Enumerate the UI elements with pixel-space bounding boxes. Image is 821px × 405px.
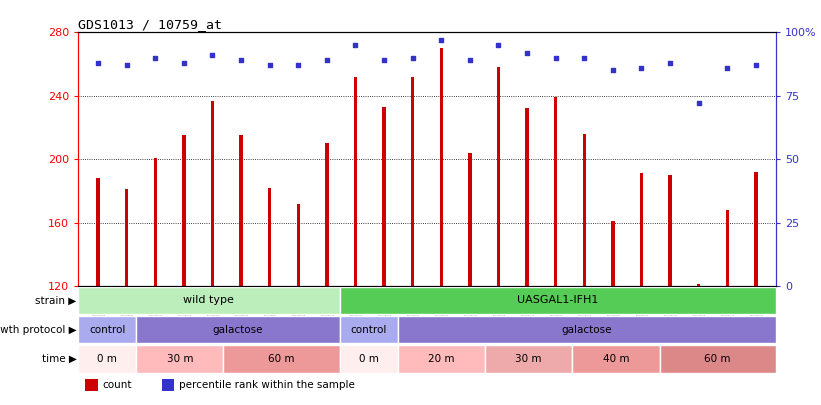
Bar: [125, 189, 128, 286]
Text: strain ▶: strain ▶: [35, 296, 76, 305]
Point: [235, 57, 248, 64]
Point: [635, 65, 648, 71]
Bar: [182, 135, 186, 286]
Text: control: control: [351, 324, 387, 335]
Text: UASGAL1-IFH1: UASGAL1-IFH1: [517, 296, 599, 305]
Bar: [340, 345, 398, 373]
Bar: [583, 134, 586, 286]
Bar: [78, 287, 340, 314]
Point: [750, 62, 763, 68]
Bar: [78, 345, 136, 373]
Bar: [410, 77, 415, 286]
Point: [349, 42, 362, 48]
Bar: [154, 158, 157, 286]
Bar: [697, 284, 700, 286]
Bar: [96, 178, 99, 286]
Bar: [659, 345, 776, 373]
Text: 20 m: 20 m: [429, 354, 455, 364]
Point: [91, 60, 104, 66]
Bar: [383, 107, 386, 286]
Bar: [78, 315, 136, 343]
Point: [463, 57, 476, 64]
Point: [492, 42, 505, 48]
Bar: [554, 97, 557, 286]
Bar: [572, 345, 659, 373]
Text: 0 m: 0 m: [359, 354, 378, 364]
Bar: [640, 173, 643, 286]
Bar: [398, 345, 485, 373]
Text: wild type: wild type: [183, 296, 234, 305]
Point: [320, 57, 333, 64]
Text: 60 m: 60 m: [704, 354, 731, 364]
Bar: [296, 204, 300, 286]
Bar: [136, 315, 340, 343]
Bar: [340, 287, 776, 314]
Bar: [754, 172, 758, 286]
Bar: [525, 109, 529, 286]
Point: [606, 67, 619, 74]
Bar: [468, 153, 471, 286]
Bar: [136, 345, 223, 373]
Point: [521, 49, 534, 56]
Text: percentile rank within the sample: percentile rank within the sample: [179, 380, 355, 390]
Point: [663, 60, 677, 66]
Bar: [223, 345, 340, 373]
Text: galactose: galactose: [213, 324, 264, 335]
Bar: [668, 175, 672, 286]
Text: control: control: [89, 324, 126, 335]
Bar: [485, 345, 572, 373]
Text: growth protocol ▶: growth protocol ▶: [0, 324, 76, 335]
Bar: [162, 379, 174, 391]
Bar: [85, 379, 98, 391]
Text: time ▶: time ▶: [42, 354, 76, 364]
Bar: [497, 67, 500, 286]
Point: [149, 55, 162, 61]
Bar: [268, 188, 271, 286]
Bar: [439, 48, 443, 286]
Point: [177, 60, 190, 66]
Point: [434, 37, 447, 43]
Bar: [611, 221, 615, 286]
Bar: [340, 315, 398, 343]
Point: [206, 52, 219, 58]
Text: 30 m: 30 m: [516, 354, 542, 364]
Point: [291, 62, 305, 68]
Bar: [354, 77, 357, 286]
Text: 0 m: 0 m: [97, 354, 117, 364]
Text: count: count: [103, 380, 132, 390]
Point: [549, 55, 562, 61]
Bar: [211, 100, 214, 286]
Point: [378, 57, 391, 64]
Text: 30 m: 30 m: [167, 354, 193, 364]
Bar: [325, 143, 328, 286]
Point: [263, 62, 276, 68]
Text: 60 m: 60 m: [268, 354, 295, 364]
Text: galactose: galactose: [562, 324, 612, 335]
Bar: [726, 210, 729, 286]
Point: [692, 100, 705, 107]
Point: [406, 55, 420, 61]
Text: 40 m: 40 m: [603, 354, 629, 364]
Point: [120, 62, 133, 68]
Bar: [398, 315, 776, 343]
Bar: [239, 135, 243, 286]
Point: [721, 65, 734, 71]
Text: GDS1013 / 10759_at: GDS1013 / 10759_at: [78, 18, 222, 31]
Point: [578, 55, 591, 61]
